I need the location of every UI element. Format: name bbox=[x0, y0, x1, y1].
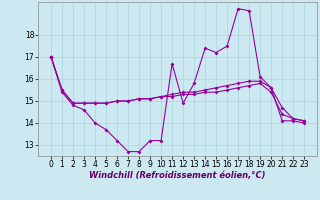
X-axis label: Windchill (Refroidissement éolien,°C): Windchill (Refroidissement éolien,°C) bbox=[89, 171, 266, 180]
